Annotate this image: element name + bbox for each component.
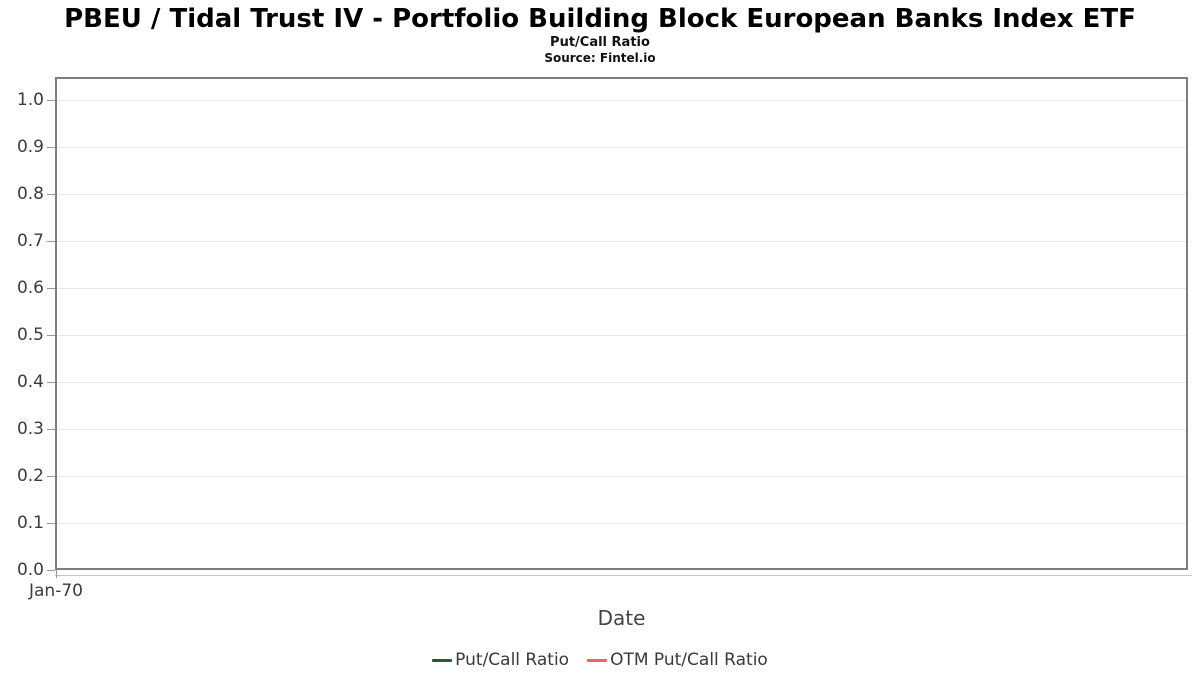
y-gridline xyxy=(57,194,1186,195)
legend-item-otm-put-call-ratio[interactable]: OTM Put/Call Ratio xyxy=(587,650,768,670)
y-gridline xyxy=(57,288,1186,289)
plot-area xyxy=(55,77,1188,570)
y-tick-label: 0.7 xyxy=(16,231,44,251)
y-axis-tick xyxy=(47,570,55,571)
chart-legend: Put/Call Ratio OTM Put/Call Ratio xyxy=(0,648,1200,672)
y-axis-tick xyxy=(47,335,55,336)
y-gridline xyxy=(57,241,1186,242)
legend-label: OTM Put/Call Ratio xyxy=(610,650,768,670)
y-axis-tick xyxy=(47,429,55,430)
y-axis-tick xyxy=(47,194,55,195)
y-gridline xyxy=(57,429,1186,430)
y-tick-label: 0.6 xyxy=(16,278,44,298)
y-tick-label: 0.9 xyxy=(16,137,44,157)
y-tick-label: 0.4 xyxy=(16,372,44,392)
y-gridline xyxy=(57,335,1186,336)
y-gridline xyxy=(57,147,1186,148)
y-axis-tick xyxy=(47,147,55,148)
chart-source-credit: Source: Fintel.io xyxy=(544,51,656,65)
y-tick-label: 0.2 xyxy=(16,466,44,486)
x-axis-tick xyxy=(56,570,57,578)
y-axis-tick xyxy=(47,241,55,242)
y-axis-tick xyxy=(47,382,55,383)
x-axis-line xyxy=(55,575,1192,576)
y-tick-label: 0.5 xyxy=(16,325,44,345)
legend-item-put-call-ratio[interactable]: Put/Call Ratio xyxy=(432,650,569,670)
x-tick-label: Jan-70 xyxy=(29,581,83,601)
legend-dash xyxy=(587,658,608,662)
y-gridline xyxy=(57,523,1186,524)
y-axis-tick xyxy=(47,100,55,101)
chart-title: PBEU / Tidal Trust IV - Portfolio Buildi… xyxy=(64,4,1136,34)
chart-subtitle: Put/Call Ratio xyxy=(550,35,650,50)
y-gridline xyxy=(57,100,1186,101)
legend-label: Put/Call Ratio xyxy=(455,650,570,670)
y-axis-tick xyxy=(47,523,55,524)
y-tick-label: 0.1 xyxy=(16,513,44,533)
y-tick-label: 1.0 xyxy=(16,90,44,110)
y-tick-label: 0.0 xyxy=(16,560,44,580)
x-axis-title: Date xyxy=(597,606,646,630)
y-tick-label: 0.8 xyxy=(16,184,44,204)
y-axis-tick xyxy=(47,476,55,477)
legend-dash xyxy=(432,658,453,662)
y-tick-label: 0.3 xyxy=(16,419,44,439)
y-gridline xyxy=(57,382,1186,383)
y-gridline xyxy=(57,476,1186,477)
y-axis-tick xyxy=(47,288,55,289)
